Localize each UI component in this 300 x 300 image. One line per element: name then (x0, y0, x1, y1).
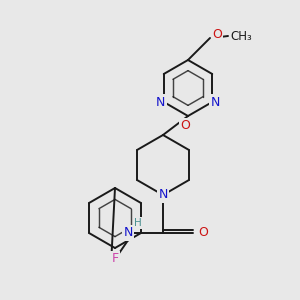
Text: H: H (134, 218, 142, 228)
Text: N: N (211, 95, 220, 109)
Text: O: O (181, 119, 190, 132)
Text: N: N (156, 95, 165, 109)
Text: N: N (158, 188, 168, 202)
Text: O: O (212, 28, 222, 40)
Text: N: N (123, 226, 133, 239)
Text: O: O (198, 226, 208, 239)
Text: F: F (111, 253, 118, 266)
Text: CH₃: CH₃ (230, 29, 252, 43)
